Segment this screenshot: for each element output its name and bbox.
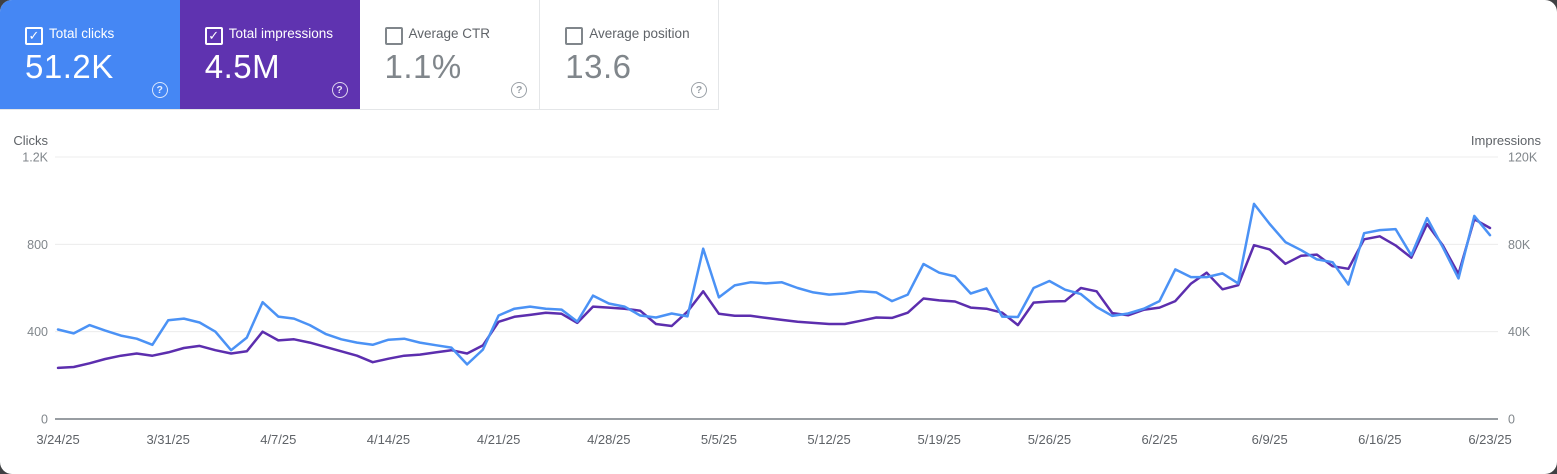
x-axis-date-label: 3/31/25 <box>146 432 189 447</box>
right-axis-tick: 120K <box>1508 151 1538 165</box>
help-icon[interactable]: ? <box>691 82 707 98</box>
left-axis-tick: 400 <box>27 325 48 339</box>
x-axis-date-label: 5/5/25 <box>701 432 737 447</box>
card-label: Average CTR <box>408 26 491 41</box>
left-axis-title: Clicks <box>13 133 48 148</box>
x-axis-date-label: 4/14/25 <box>367 432 410 447</box>
clicks-line <box>56 202 1492 366</box>
card-label: Average position <box>589 26 690 41</box>
card-average-ctr[interactable]: ✓ Average CTR 1.1% ? <box>359 0 540 110</box>
average-ctr-value: 1.1% <box>384 48 462 85</box>
card-label: Total impressions <box>228 26 334 41</box>
right-axis-tick: 0 <box>1508 413 1515 427</box>
right-axis-tick: 80K <box>1508 238 1531 252</box>
card-total-clicks[interactable]: ✓ Total clicks 51.2K ? <box>0 0 180 110</box>
help-icon[interactable]: ? <box>511 82 528 98</box>
chart-plot-area[interactable] <box>55 150 1498 419</box>
total-clicks-value: 51.2K <box>25 48 114 85</box>
right-axis-tick: 40K <box>1508 325 1531 339</box>
x-axis-date-label: 5/19/25 <box>918 432 961 447</box>
help-icon[interactable]: ? <box>151 82 168 98</box>
x-axis-date-label: 6/2/25 <box>1141 432 1177 447</box>
x-axis-date-label: 4/21/25 <box>477 432 520 447</box>
x-axis-date-label: 4/7/25 <box>260 432 296 447</box>
left-axis-tick: 1.2K <box>22 151 48 165</box>
x-axis-date-label: 5/12/25 <box>807 432 850 447</box>
total-clicks-checkbox[interactable]: ✓ <box>25 27 43 45</box>
card-label: Total clicks <box>49 26 115 41</box>
left-axis-tick: 800 <box>27 238 48 252</box>
help-icon[interactable]: ? <box>331 82 348 98</box>
x-axis-date-label: 3/24/25 <box>36 432 79 447</box>
metric-cards-row: ✓ Total clicks 51.2K ? ✓ Total impressio… <box>0 0 719 110</box>
average-position-checkbox[interactable]: ✓ <box>565 27 584 45</box>
left-axis-tick: 0 <box>41 413 48 427</box>
total-impressions-checkbox[interactable]: ✓ <box>204 27 223 45</box>
card-total-impressions[interactable]: ✓ Total impressions 4.5M ? <box>179 0 360 110</box>
x-axis-date-label: 5/26/25 <box>1028 432 1071 447</box>
x-axis-date-label: 6/9/25 <box>1252 432 1288 447</box>
impressions-line <box>56 217 1492 370</box>
x-axis-date-label: 6/23/25 <box>1468 432 1511 447</box>
x-axis-date-label: 6/16/25 <box>1358 432 1401 447</box>
average-position-value: 13.6 <box>565 48 632 85</box>
total-impressions-value: 4.5M <box>204 48 281 85</box>
x-axis-date-label: 4/28/25 <box>587 432 630 447</box>
card-average-position[interactable]: ✓ Average position 13.6 ? <box>539 0 719 110</box>
average-ctr-checkbox[interactable]: ✓ <box>384 27 403 45</box>
right-axis-title: Impressions <box>1471 133 1542 148</box>
